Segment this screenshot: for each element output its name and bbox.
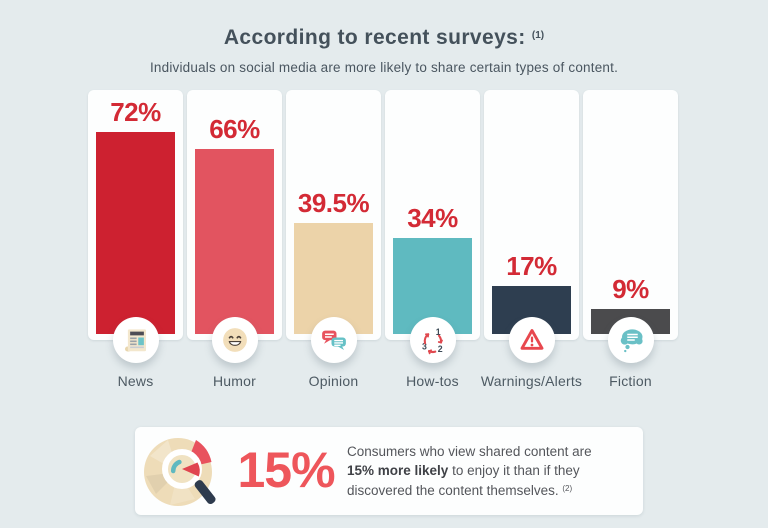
svg-text:1: 1 — [435, 327, 440, 337]
bar-column-opinion: 39.5% Opinion — [286, 90, 381, 390]
smiley-face-icon — [211, 317, 258, 363]
page-subtitle: Individuals on social media are more lik… — [149, 60, 619, 75]
stat-line2-rest: to enjoy it than if they — [448, 462, 580, 478]
stat-line2-bold: 15% more likely — [347, 462, 449, 478]
value-label-how-tos: 34% — [407, 203, 458, 234]
bar-column-warnings-alerts: 17% Warnings/Alerts — [481, 90, 582, 390]
category-label-warnings-alerts: Warnings/Alerts — [480, 373, 583, 389]
bar-column-fiction: 9% Fiction — [583, 90, 678, 390]
footnote-reference-1: (1) — [531, 30, 545, 41]
stat-line3: discovered the content themselves. — [347, 483, 559, 498]
page-title-text: According to recent surveys: — [223, 26, 526, 49]
stat-description: Consumers who view shared content are 15… — [347, 443, 632, 501]
value-label-news: 72% — [110, 96, 161, 127]
category-label-how-tos: How-tos — [406, 373, 459, 389]
category-label-humor: Humor — [212, 373, 256, 389]
bar-humor — [195, 148, 274, 334]
value-label-warnings-alerts: 17% — [506, 251, 557, 282]
column-card — [583, 90, 678, 340]
category-label-fiction: Fiction — [609, 373, 652, 389]
bar-column-how-tos: 34% 1 2 3 How-tos — [385, 90, 480, 390]
stat-callout-card: 15% Consumers who view shared content ar… — [135, 427, 643, 515]
svg-text:3: 3 — [422, 341, 427, 351]
warning-triangle-icon — [508, 317, 555, 363]
bar-column-humor: 66% Humor — [187, 90, 282, 390]
bar-news — [96, 131, 175, 334]
value-label-humor: 66% — [209, 113, 260, 144]
bar-opinion — [294, 223, 373, 334]
stat-line1: Consumers who view shared content are — [347, 444, 592, 459]
stat-value: 15% — [237, 442, 335, 498]
value-label-fiction: 9% — [612, 273, 649, 304]
footnote-reference-2: (2) — [562, 484, 573, 493]
page-title: According to recent surveys: (1) — [0, 26, 768, 50]
speech-bubbles-icon — [310, 317, 357, 363]
thought-bubble-icon — [607, 317, 654, 363]
category-label-news: News — [117, 373, 154, 389]
bar-chart: 72% News 66% Humor 39.5% Opinion 34% 1 2 3 How-tos… — [88, 90, 682, 390]
value-label-opinion: 39.5% — [297, 188, 370, 219]
bar-column-news: 72% News — [88, 90, 183, 390]
svg-text:2: 2 — [437, 344, 442, 354]
category-label-opinion: Opinion — [308, 373, 359, 389]
magnifier-pie-chart-icon — [140, 431, 220, 511]
newspaper-icon — [112, 317, 159, 363]
